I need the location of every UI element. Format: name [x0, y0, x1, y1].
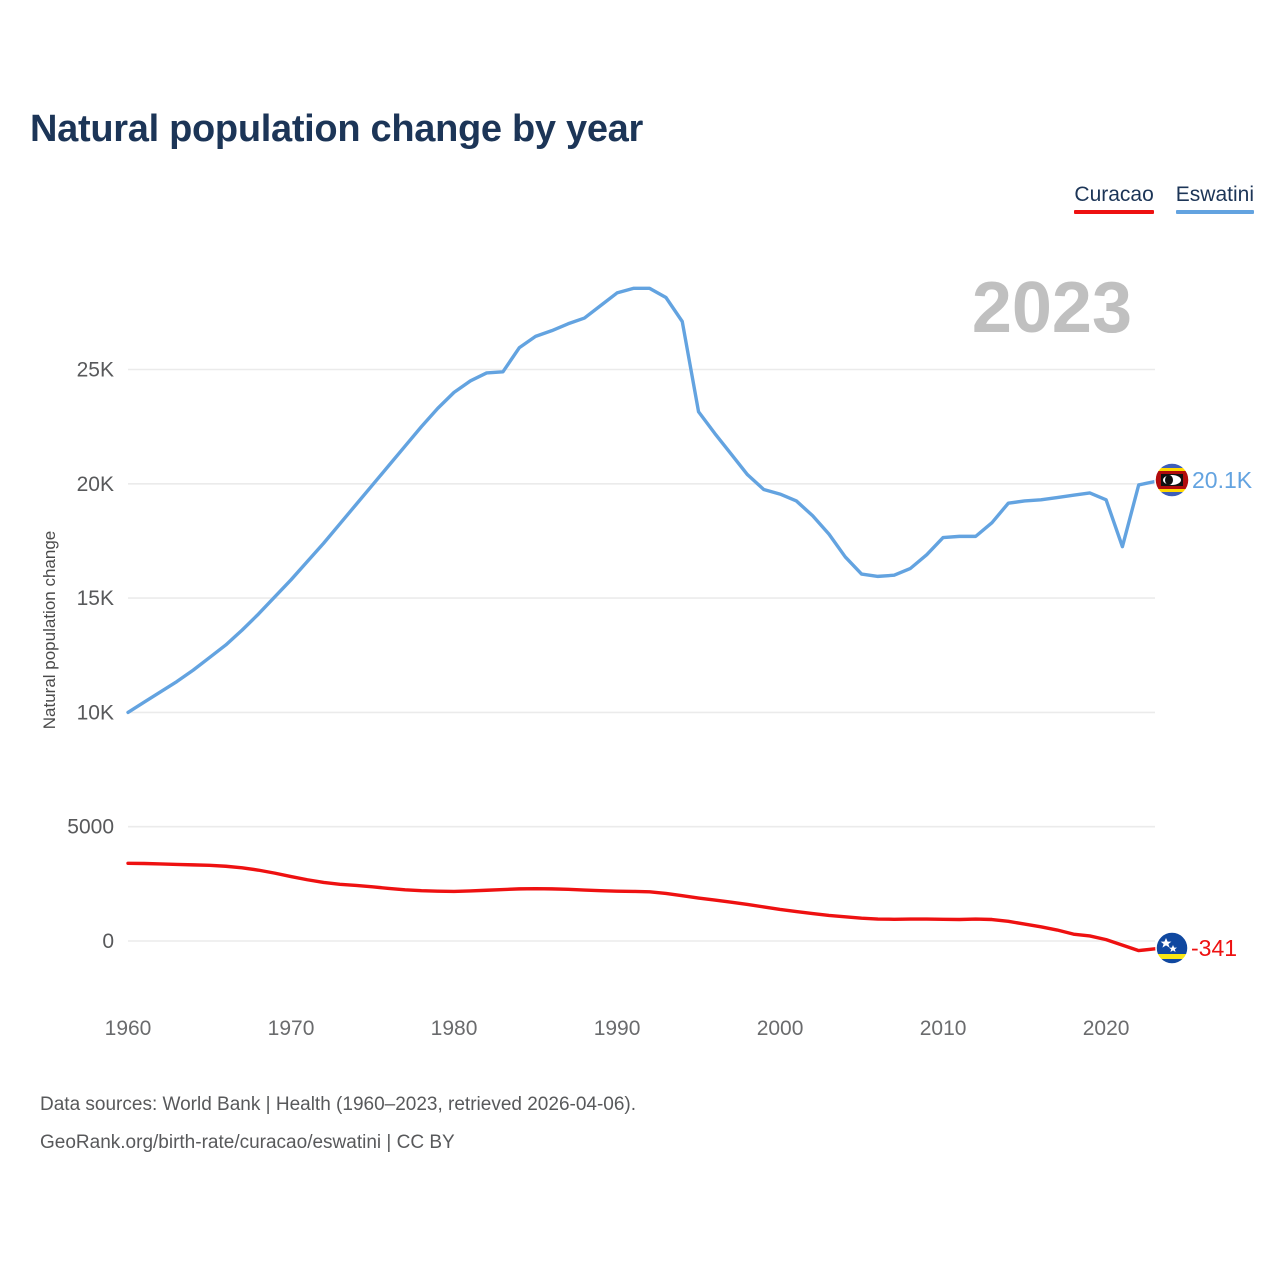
- series-line-curacao: [126, 861, 1157, 953]
- plot-area: 25K 20K 15K 10K 5000 0 1960 1970 1980 1990 2000 20…: [67, 286, 1253, 1040]
- x-tick-label: 2010: [920, 1017, 967, 1040]
- legend-label-curacao: Curacao: [1074, 183, 1154, 206]
- eswatini-flag-icon: [1155, 463, 1189, 497]
- curacao-end-marker[interactable]: -341: [1155, 931, 1237, 965]
- series-line-eswatini: [126, 286, 1157, 715]
- x-tick-label: 2020: [1083, 1017, 1130, 1040]
- legend: Curacao Eswatini: [1074, 183, 1254, 214]
- y-tick-labels: 25K 20K 15K 10K 5000 0: [67, 359, 114, 954]
- x-tick-label: 1980: [431, 1017, 478, 1040]
- legend-label-eswatini: Eswatini: [1175, 183, 1254, 206]
- x-tick-labels: 1960 1970 1980 1990 2000 2010 2020: [105, 1017, 1130, 1040]
- y-tick-label: 5000: [67, 816, 114, 839]
- legend-color-swatch-curacao: [1074, 210, 1154, 214]
- y-tick-label: 10K: [77, 701, 114, 724]
- footer: Data sources: World Bank | Health (1960–…: [40, 1086, 636, 1162]
- y-tick-label: 25K: [77, 359, 114, 382]
- footer-line-url: GeoRank.org/birth-rate/curacao/eswatini …: [40, 1132, 455, 1153]
- legend-item-eswatini[interactable]: Eswatini: [1175, 183, 1254, 214]
- eswatini-end-value: 20.1K: [1192, 467, 1253, 493]
- y-tick-label: 0: [102, 930, 114, 953]
- y-tick-label: 20K: [77, 473, 114, 496]
- legend-color-swatch-eswatini: [1175, 210, 1254, 214]
- legend-item-curacao[interactable]: Curacao: [1074, 183, 1154, 214]
- footer-line-sources: Data sources: World Bank | Health (1960–…: [40, 1094, 637, 1115]
- curacao-flag-icon: [1156, 932, 1188, 964]
- series-lines: [126, 286, 1157, 953]
- gridlines: [128, 368, 1155, 942]
- x-tick-label: 1990: [594, 1017, 641, 1040]
- eswatini-end-marker[interactable]: 20.1K: [1154, 462, 1253, 498]
- page-title: Natural population change by year: [30, 108, 643, 150]
- y-tick-label: 15K: [77, 587, 114, 610]
- x-tick-label: 1970: [268, 1017, 315, 1040]
- x-tick-label: 2000: [757, 1017, 804, 1040]
- curacao-end-value: -341: [1191, 935, 1237, 961]
- x-tick-label: 1960: [105, 1017, 152, 1040]
- year-watermark: 2023: [971, 268, 1132, 348]
